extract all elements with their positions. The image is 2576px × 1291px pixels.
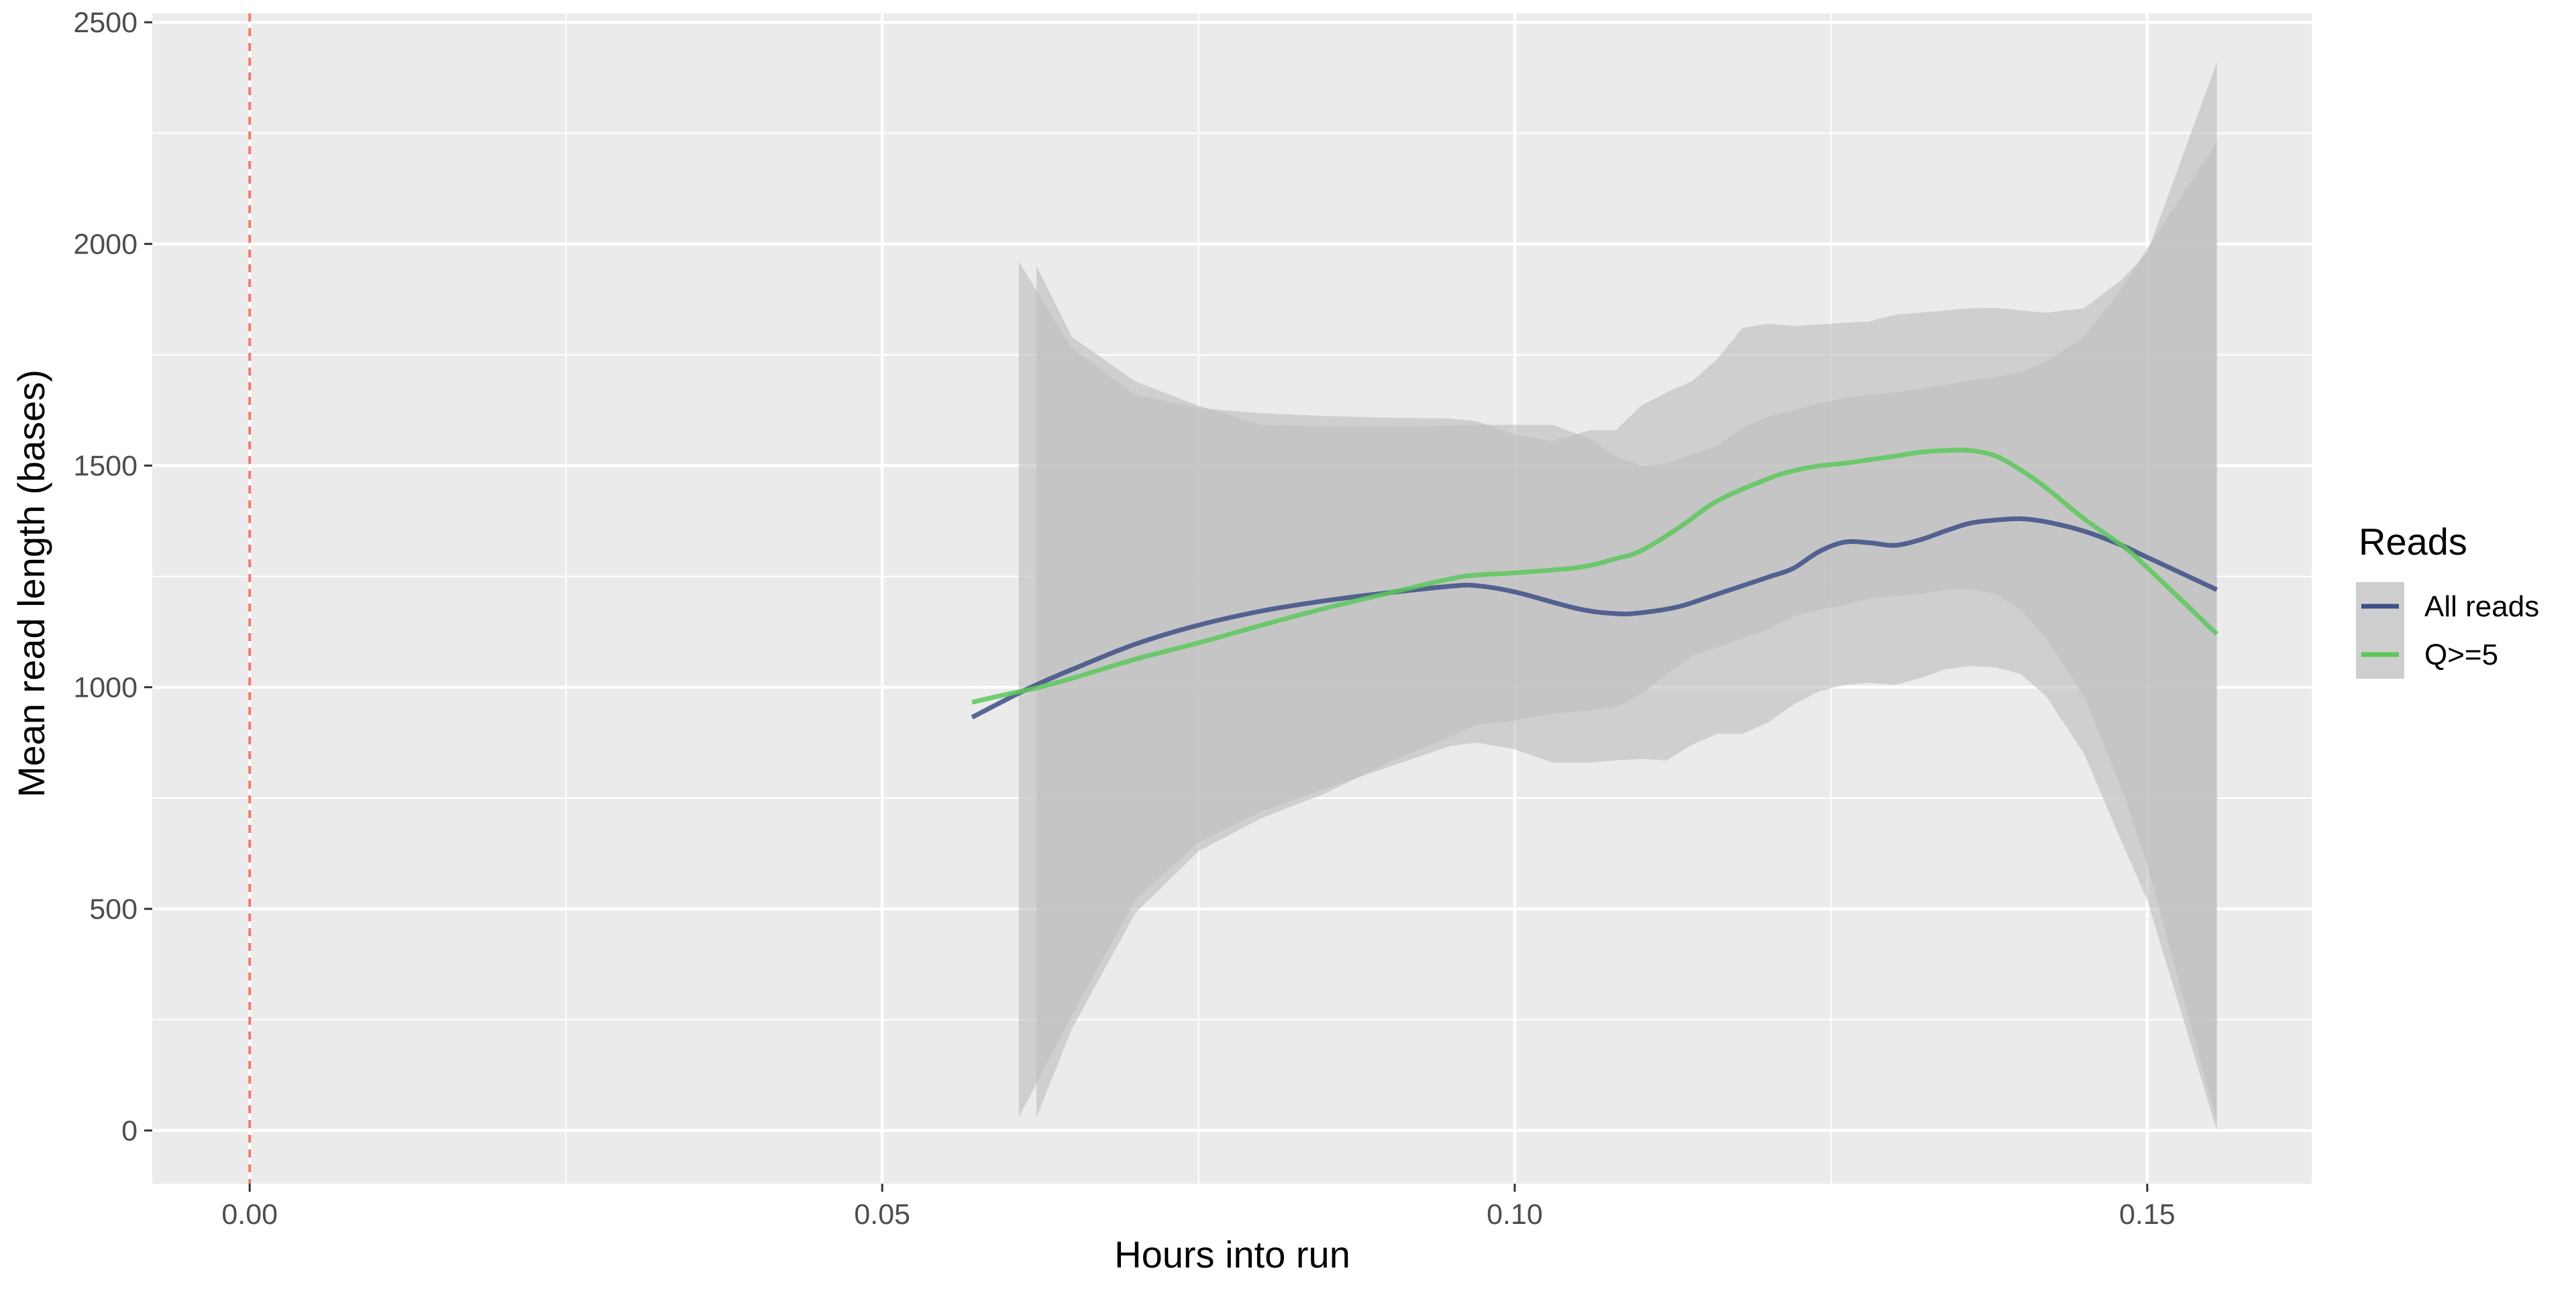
axes: 0.00 0.05 0.10 0.15 0 500 1000 1500 2000 2500	[73, 7, 2175, 1231]
legend-label: Q>=5	[2424, 638, 2498, 671]
y-tick-label: 500	[89, 893, 138, 925]
confidence-ribbons	[1018, 62, 2217, 1131]
y-tick-label: 2500	[73, 7, 138, 39]
x-tick-label: 0.15	[2119, 1198, 2176, 1231]
x-axis-title: Hours into run	[1114, 1233, 1350, 1276]
series-lines	[971, 447, 2219, 720]
y-tick-label: 1500	[73, 450, 138, 482]
series-line-all-reads	[971, 516, 2218, 720]
x-tick-label: 0.00	[221, 1198, 278, 1231]
y-tick-label: 0	[121, 1115, 138, 1147]
series-line-q-5	[971, 447, 2219, 705]
x-tick-label: 0.05	[854, 1198, 910, 1231]
legend: Reads All reads Q>=5	[2356, 520, 2539, 679]
y-axis-title: Mean read length (bases)	[10, 370, 52, 797]
legend-title: Reads	[2359, 520, 2467, 563]
legend-label: All reads	[2424, 590, 2539, 623]
x-tick-label: 0.10	[1487, 1198, 1543, 1231]
y-tick-label: 1000	[73, 672, 138, 704]
confidence-ribbon-2	[1036, 142, 2217, 1122]
y-tick-label: 2000	[73, 229, 138, 261]
